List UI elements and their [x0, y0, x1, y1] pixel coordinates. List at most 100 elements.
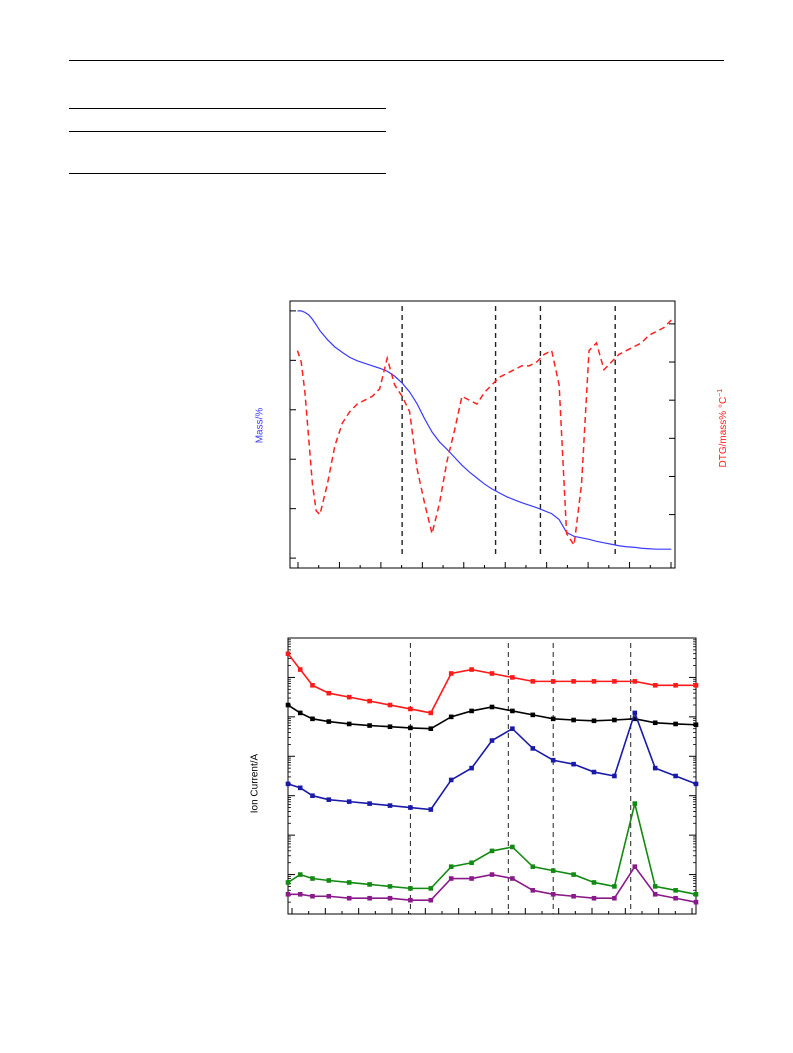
chart2-point-s3: [591, 769, 597, 775]
chart2-point-s5: [550, 891, 556, 897]
chart2-point-s4: [448, 864, 454, 869]
chart2-point-s2: [310, 716, 315, 722]
chart2-point-s5: [673, 895, 678, 901]
chart2-point-s3: [571, 761, 576, 767]
chart2-point-s5: [693, 899, 699, 905]
chart2-point-s2: [652, 720, 658, 726]
chart2-point-s3: [408, 805, 413, 810]
chart2-point-s1: [693, 683, 699, 688]
chart2-point-s4: [632, 801, 638, 806]
chart2-point-s2: [530, 712, 536, 718]
chart2-point-s3: [673, 773, 678, 779]
chart2-point-s4: [591, 880, 597, 885]
chart2-point-s5: [530, 888, 536, 893]
chart2-point-s4: [489, 848, 495, 854]
chart2-point-s1: [285, 651, 291, 657]
chart2-point-s3: [530, 746, 536, 751]
chart2-point-s5: [591, 895, 597, 901]
chart2-point-s5: [448, 876, 454, 881]
chart2-point-s2: [367, 723, 372, 728]
chart2-point-s5: [367, 895, 372, 901]
chart2-line-s5: [288, 865, 697, 903]
table-bottom-rule: [69, 173, 386, 174]
chart2-point-s4: [285, 880, 291, 885]
chart2-point-s1: [510, 675, 515, 680]
chart2-point-s3: [489, 738, 495, 743]
chart2-line-s3: [287, 710, 697, 811]
chart2-point-s5: [387, 895, 393, 901]
chart2-point-s5: [469, 876, 474, 881]
chart2-point-s2: [448, 714, 454, 720]
chart2-point-s3: [612, 773, 617, 779]
chart2-point-s1: [591, 679, 597, 684]
chart2-point-s2: [693, 722, 699, 728]
chart2-point-s4: [310, 876, 315, 881]
chart2-point-s2: [489, 704, 495, 710]
chart2-point-s4: [673, 888, 678, 893]
chart2-point-s4: [408, 886, 413, 891]
chart2-point-s2: [612, 717, 617, 723]
chart2-point-s2: [469, 708, 474, 714]
chart1-left-ylabel: Mass/%: [254, 407, 266, 444]
chart1-right-ylabel: DTG/mass% °C−1: [716, 388, 730, 468]
chart2-point-s3: [346, 799, 352, 804]
chart2-point-s2: [591, 718, 597, 724]
chart2-point-s2: [571, 717, 576, 723]
chart2-point-s5: [408, 897, 413, 903]
chart2-point-s2: [673, 721, 678, 727]
chart2-point-s4: [367, 882, 372, 887]
chart2-point-s5: [652, 891, 658, 897]
chart2-point-s5: [297, 891, 303, 897]
chart2-point-s1: [571, 679, 576, 684]
chart2-point-s3: [652, 765, 658, 771]
chart2-point-s3: [693, 781, 699, 787]
chart2-point-s5: [510, 876, 515, 881]
chart2-point-s2: [428, 726, 434, 731]
chart2-point-s5: [632, 864, 638, 869]
chart2-point-s4: [346, 880, 352, 885]
chart2-point-s1: [428, 710, 434, 716]
chart2-point-s4: [530, 864, 536, 869]
table-top-rule: [69, 108, 386, 109]
chart2-point-s1: [550, 679, 556, 684]
chart2-point-s3: [285, 781, 291, 787]
chart1-frame: [289, 300, 676, 569]
table-mid-rule: [69, 131, 386, 132]
chart2-point-s5: [346, 895, 352, 901]
chart2-point-s4: [550, 868, 556, 873]
chart2-point-s5: [310, 893, 315, 899]
chart2-line-s1: [287, 653, 696, 714]
chart2-point-s3: [326, 797, 332, 802]
chart2-point-s4: [428, 886, 434, 891]
chart2-point-s4: [652, 884, 658, 889]
chart2-point-s3: [510, 726, 515, 731]
chart2-point-s3: [297, 785, 303, 791]
chart2-point-s1: [346, 694, 352, 700]
chart2-point-s4: [510, 844, 515, 850]
chart2-point-s2: [346, 721, 352, 727]
chart2-point-s1: [310, 683, 315, 688]
chart2-line-s2: [287, 704, 697, 730]
chart2-point-s4: [297, 872, 303, 877]
header-rule: [69, 60, 724, 61]
chart2-point-s1: [297, 667, 303, 672]
chart2-ylabel: Ion Current/A: [249, 753, 261, 814]
chart2-point-s3: [387, 803, 393, 808]
chart2-point-s1: [387, 702, 393, 708]
chart2-line-s4: [287, 803, 697, 896]
chart2-point-s2: [550, 716, 556, 722]
chart2-point-s4: [612, 884, 617, 889]
chart2-point-s3: [448, 777, 454, 783]
chart2-point-s5: [428, 897, 434, 903]
chart2-point-s4: [326, 878, 332, 883]
chart2-point-s2: [408, 725, 413, 731]
chart2-point-s1: [489, 671, 495, 676]
chart2-point-s3: [310, 793, 315, 799]
chart2-point-s1: [530, 679, 536, 684]
chart2-point-s2: [632, 716, 638, 722]
chart2-point-s1: [367, 698, 372, 704]
chart2-point-s5: [612, 895, 617, 901]
chart2-point-s1: [469, 667, 474, 672]
chart2-point-s2: [510, 708, 515, 714]
